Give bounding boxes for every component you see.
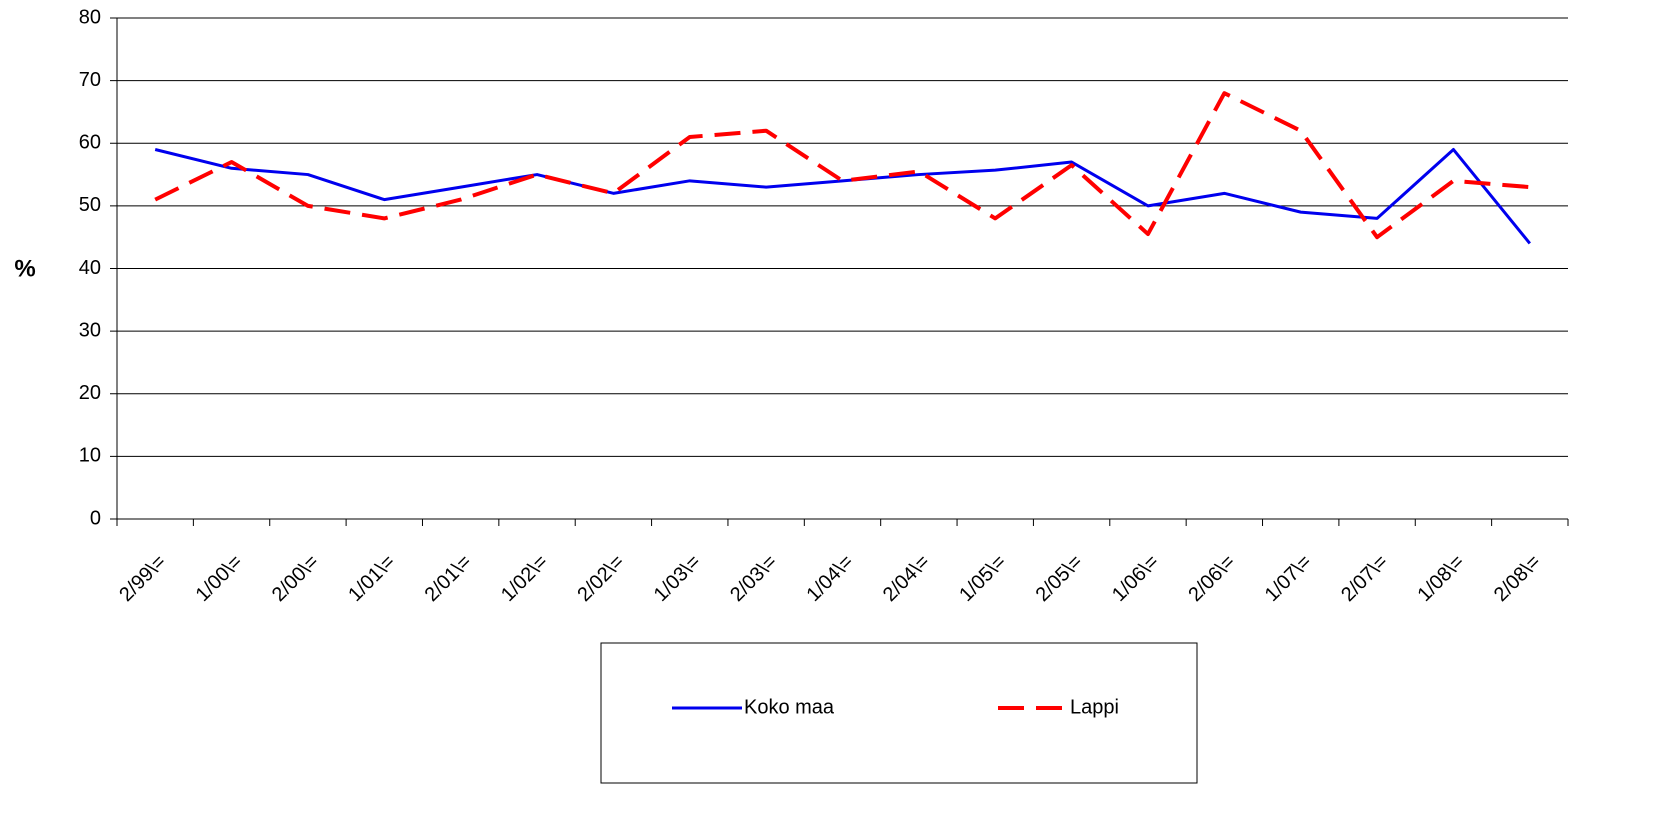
y-tick-label: 20	[79, 382, 101, 404]
line-series	[154, 148, 1531, 245]
x-tick-label: 2/06\=	[1184, 551, 1239, 606]
y-axis-label: %	[14, 255, 35, 282]
legend-box	[600, 642, 1198, 784]
x-tick-label: 1/04\=	[802, 551, 857, 606]
legend-label: Koko maa	[744, 696, 835, 718]
legend-label: Lappi	[1070, 696, 1119, 718]
x-tick-label: 1/01\=	[344, 551, 399, 606]
y-tick-label: 0	[90, 507, 101, 529]
x-tick-label: 1/05\=	[955, 551, 1010, 606]
x-tick-label: 2/04\=	[879, 551, 934, 606]
y-tick-label: 70	[79, 69, 101, 91]
x-tick-label: 2/03\=	[726, 551, 781, 606]
y-tick-label: 60	[79, 132, 101, 154]
x-tick-label: 1/00\=	[192, 551, 247, 606]
x-tick-label: 1/02\=	[497, 551, 552, 606]
x-tick-label: 2/08\=	[1490, 551, 1545, 606]
x-tick-label: 1/03\=	[650, 551, 705, 606]
line-series	[154, 91, 1530, 240]
x-tick-label: 1/07\=	[1261, 551, 1316, 606]
y-tick-label: 30	[79, 319, 101, 341]
x-tick-label: 2/00\=	[268, 551, 323, 606]
x-tick-label: 2/02\=	[573, 551, 628, 606]
y-tick-label: 10	[79, 445, 101, 467]
x-tick-label: 1/06\=	[1108, 551, 1163, 606]
y-tick-label: 40	[79, 257, 101, 279]
x-tick-label: 2/05\=	[1032, 551, 1087, 606]
x-tick-label: 1/08\=	[1413, 551, 1468, 606]
x-tick-label: 2/07\=	[1337, 551, 1392, 606]
y-tick-label: 50	[79, 194, 101, 216]
x-tick-label: 2/01\=	[421, 551, 476, 606]
y-tick-label: 80	[79, 6, 101, 28]
x-tick-label: 2/99\=	[115, 551, 170, 606]
